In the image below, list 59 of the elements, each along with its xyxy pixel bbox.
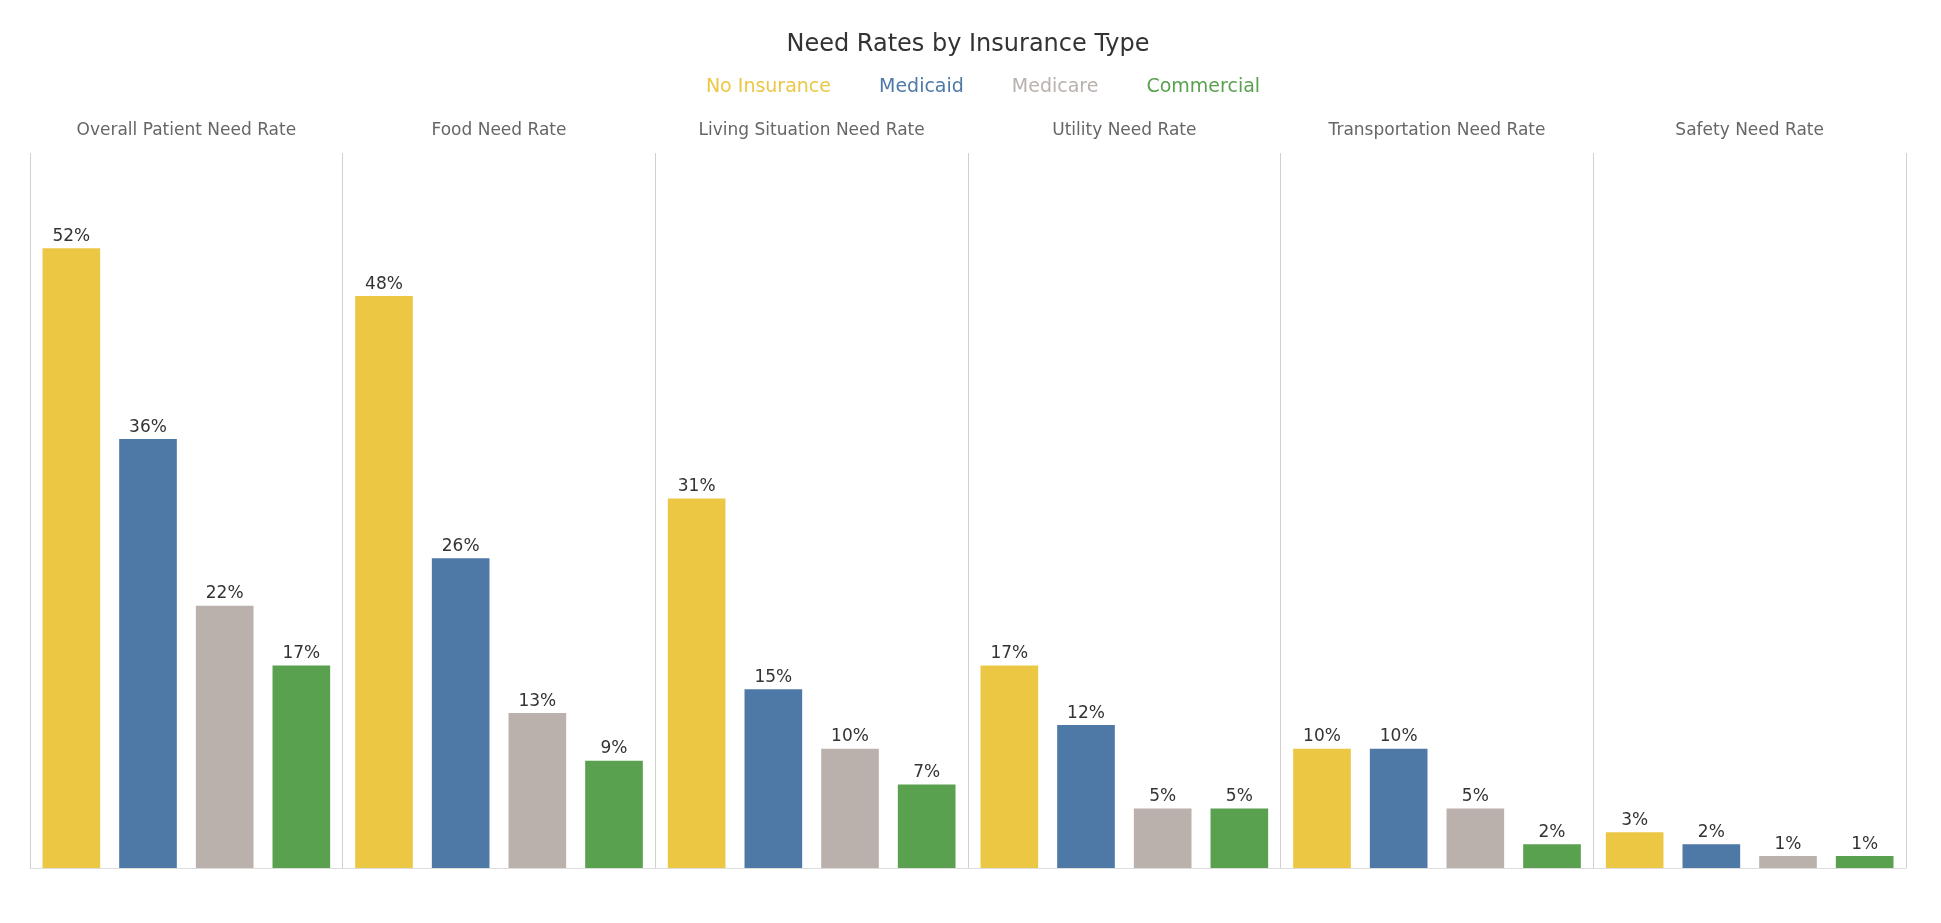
data-label: 22%	[205, 582, 244, 603]
data-label: 2%	[1697, 820, 1725, 841]
data-label: 1%	[1851, 832, 1879, 853]
data-label: 7%	[913, 761, 941, 782]
x-tick-label: Utility Need Rate	[1052, 118, 1197, 139]
bar	[508, 713, 567, 868]
data-label: 31%	[677, 475, 716, 496]
bar	[667, 498, 726, 868]
data-label: 5%	[1149, 784, 1177, 805]
x-tick-label: Safety Need Rate	[1675, 118, 1824, 139]
data-label: 15%	[754, 665, 793, 686]
data-label: 12%	[1067, 701, 1105, 722]
data-label: 10%	[831, 725, 869, 746]
data-label: 1%	[1774, 832, 1802, 853]
text: Commercial	[1146, 73, 1261, 96]
x-tick-label: Overall Patient Need Rate	[76, 118, 297, 139]
data-label: 26%	[441, 534, 480, 555]
text: No Insurance	[705, 73, 832, 96]
data-label: 10%	[1379, 725, 1418, 746]
bar	[980, 665, 1039, 868]
bar	[355, 296, 413, 868]
chart-title: Need Rates by Insurance Type	[786, 29, 1150, 57]
bar	[195, 605, 254, 868]
bar	[1835, 856, 1894, 868]
bar	[119, 439, 177, 868]
data-label: 5%	[1225, 784, 1253, 805]
x-tick-label: Food Need Rate	[431, 118, 567, 139]
bar	[431, 558, 490, 868]
text: Medicare	[1011, 73, 1099, 96]
bar	[1293, 748, 1351, 868]
data-label: 48%	[365, 272, 403, 293]
data-label: 9%	[600, 737, 628, 758]
data-label: 5%	[1461, 784, 1489, 805]
bar	[42, 248, 101, 868]
data-label: 2%	[1538, 820, 1566, 841]
data-label: 13%	[518, 689, 557, 710]
bar	[1133, 808, 1192, 868]
bar	[1682, 844, 1741, 868]
bar	[821, 748, 879, 868]
bar	[1759, 856, 1817, 868]
bar	[1210, 808, 1269, 868]
data-label: 36%	[129, 415, 167, 436]
bar	[897, 784, 956, 868]
bar	[744, 689, 803, 868]
data-label: 17%	[282, 641, 321, 662]
bar	[585, 760, 643, 868]
text: Medicaid	[879, 73, 964, 96]
bar	[1446, 808, 1505, 868]
data-label: 3%	[1621, 808, 1649, 829]
bar	[272, 665, 331, 868]
data-label: 17%	[990, 641, 1029, 662]
bar	[1605, 832, 1664, 868]
data-label: 10%	[1303, 725, 1341, 746]
bar	[1369, 748, 1428, 868]
bar	[1057, 725, 1115, 868]
x-tick-label: Living Situation Need Rate	[698, 118, 925, 139]
x-tick-label: Transportation Need Rate	[1327, 118, 1546, 139]
bar	[1523, 844, 1581, 868]
data-label: 52%	[52, 224, 91, 245]
